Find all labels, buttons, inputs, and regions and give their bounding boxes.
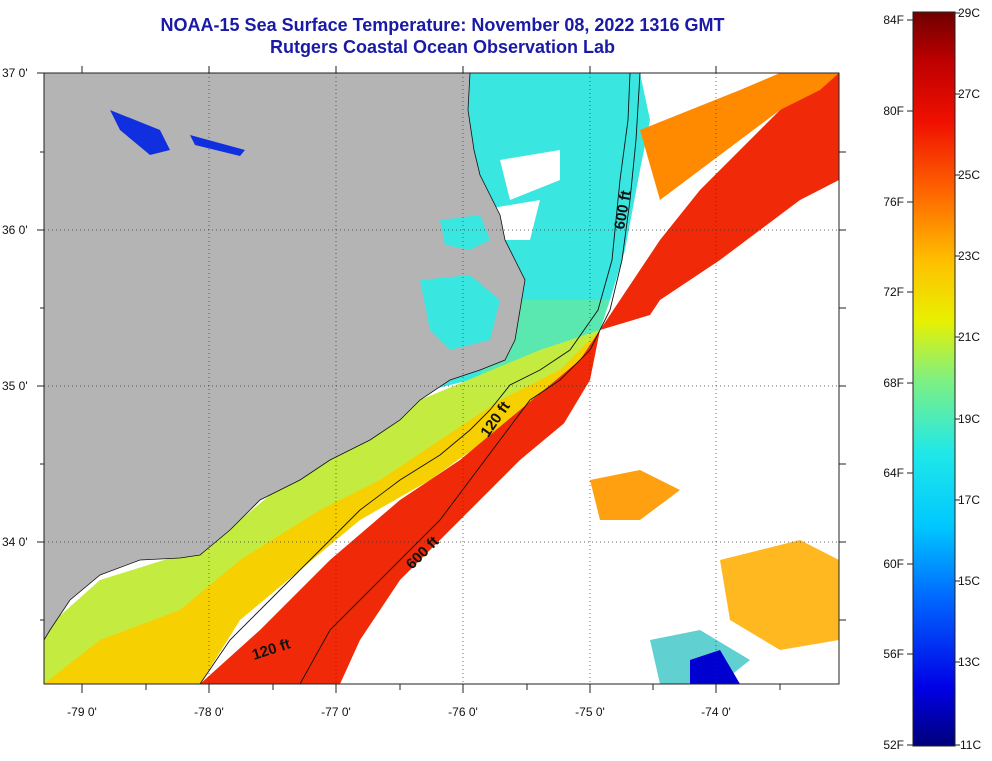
cbar-f-52: 52F [883, 738, 904, 752]
cbar-c-27: 27C [958, 87, 980, 101]
lon-label-78: -78 0' [194, 705, 224, 719]
contour-600ft [299, 73, 641, 684]
contour-120ft [199, 73, 631, 684]
cbar-c-11: 11C [960, 738, 981, 752]
colorbar-ticks [907, 12, 960, 746]
cbar-c-23: 23C [958, 249, 980, 263]
gulf-stream-edge [640, 73, 839, 200]
cbar-c-25: 25C [958, 168, 980, 182]
cbar-c-29: 29C [958, 6, 980, 20]
coastline [44, 73, 526, 641]
albemarle-sound [440, 215, 490, 250]
cbar-f-68: 68F [883, 376, 904, 390]
cbar-f-56: 56F [883, 647, 904, 661]
map-plot-area: 600 ft 120 ft 600 ft 120 ft [44, 73, 839, 684]
title-line-2: Rutgers Coastal Ocean Observation Lab [269, 37, 616, 57]
lat-label-36: 36 0' [2, 223, 28, 237]
cbar-f-72: 72F [883, 285, 904, 299]
axis-ticks [37, 66, 846, 693]
lon-label-74: -74 0' [701, 705, 731, 719]
offshore-cold-patch [690, 650, 740, 684]
lon-label-76: -76 0' [448, 705, 478, 719]
inland-river [190, 135, 245, 156]
lon-label-79: -79 0' [67, 705, 97, 719]
cloud-patch-3 [560, 280, 839, 480]
cbar-c-15: 15C [958, 574, 980, 588]
offshore-patch-1 [590, 470, 680, 520]
lat-label-34: 34 0' [2, 535, 28, 549]
lon-label-75: -75 0' [575, 705, 605, 719]
cbar-c-21: 21C [958, 330, 980, 344]
gulf-stream [200, 73, 839, 684]
cbar-f-84: 84F [883, 13, 904, 27]
graticule [44, 73, 839, 684]
map-title: NOAA-15 Sea Surface Temperature: Novembe… [0, 14, 885, 58]
colorbar [912, 11, 956, 747]
contour-label-600ft-north: 600 ft [611, 189, 635, 231]
cbar-f-76: 76F [883, 195, 904, 209]
lat-label-37: 37 0' [2, 66, 28, 80]
cbar-c-19: 19C [958, 412, 980, 426]
cbar-f-60: 60F [883, 557, 904, 571]
inland-lake [110, 110, 170, 155]
cbar-f-64: 64F [883, 466, 904, 480]
offshore-patch-2 [720, 540, 839, 650]
cbar-c-17: 17C [958, 493, 980, 507]
cloud-patch-1 [500, 150, 560, 200]
lon-label-77: -77 0' [321, 705, 351, 719]
lat-label-35: 35 0' [2, 379, 28, 393]
land-mass [44, 73, 525, 640]
title-line-1: NOAA-15 Sea Surface Temperature: Novembe… [160, 15, 725, 35]
southern-shelf-water [44, 330, 600, 684]
pamlico-sound [420, 275, 500, 350]
cbar-f-80: 80F [883, 104, 904, 118]
map-frame [43, 72, 840, 685]
warm-shelf-water [44, 330, 600, 684]
cbar-c-13: 13C [958, 655, 980, 669]
